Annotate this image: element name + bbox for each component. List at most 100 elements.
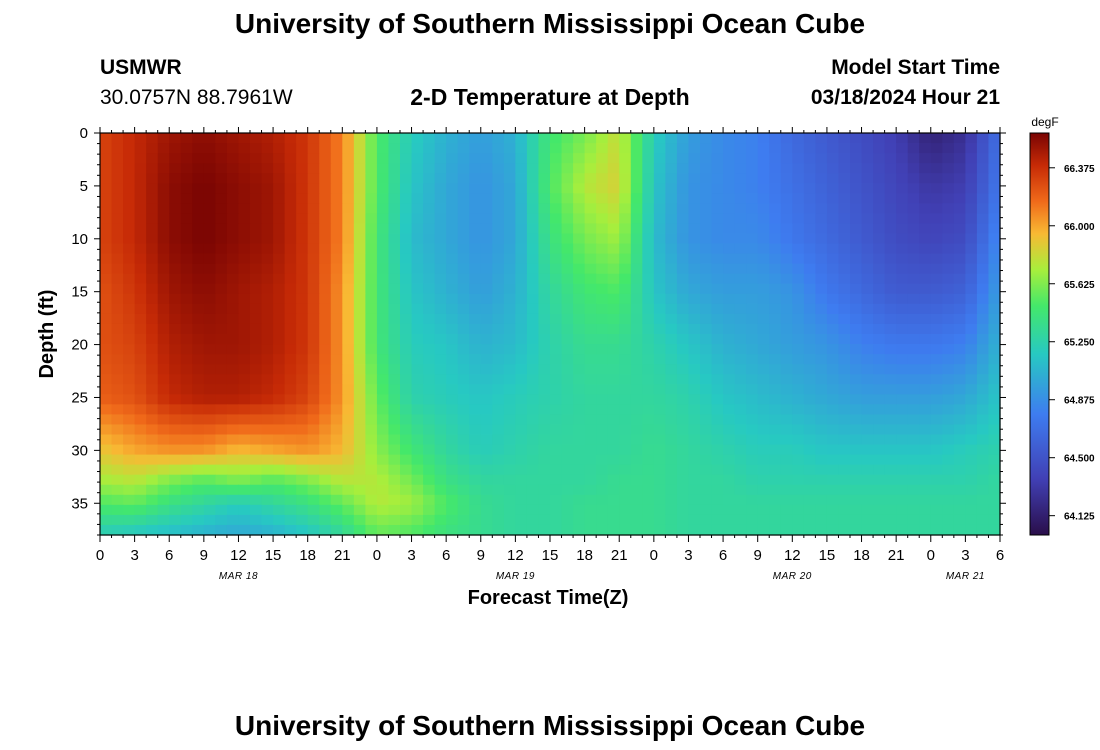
heatmap-cell <box>469 263 482 275</box>
heatmap-cell <box>538 313 551 325</box>
heatmap-cell <box>423 293 436 305</box>
heatmap-cell <box>711 163 724 174</box>
heatmap-cell <box>365 484 378 496</box>
heatmap-cell <box>261 384 274 395</box>
heatmap-cell <box>284 484 297 496</box>
heatmap-cell <box>561 354 574 365</box>
heatmap-cell <box>180 364 193 375</box>
heatmap-cell <box>123 514 136 526</box>
heatmap-cell <box>400 143 413 154</box>
heatmap-cell <box>734 203 747 214</box>
heatmap-cell <box>619 454 632 466</box>
heatmap-cell <box>561 303 574 315</box>
heatmap-cell <box>838 183 851 194</box>
heatmap-cell <box>284 424 297 436</box>
heatmap-cell <box>896 223 909 235</box>
heatmap-cell <box>850 524 863 536</box>
heatmap-cell <box>803 243 816 255</box>
heatmap-cell <box>907 334 920 345</box>
heatmap-cell <box>884 173 897 184</box>
heatmap-cell <box>261 334 274 345</box>
heatmap-cell <box>388 414 401 426</box>
heatmap-cell <box>434 233 447 245</box>
heatmap-cell <box>353 374 366 385</box>
heatmap-cell <box>676 243 690 255</box>
heatmap-cell <box>319 303 332 315</box>
heatmap-cell <box>803 273 816 285</box>
y-tick-label: 20 <box>71 337 88 354</box>
heatmap-cell <box>711 474 724 486</box>
heatmap-cell <box>457 213 470 225</box>
heatmap-cell <box>573 394 586 405</box>
heatmap-cell <box>734 153 747 164</box>
heatmap-cell <box>942 213 955 225</box>
heatmap-cell <box>723 303 736 315</box>
heatmap-cell <box>573 334 586 345</box>
heatmap-cell <box>873 524 886 536</box>
heatmap-cell <box>584 173 597 184</box>
heatmap-cell <box>446 414 459 426</box>
heatmap-cell <box>584 474 597 486</box>
heatmap-cell <box>146 464 159 476</box>
heatmap-cell <box>757 364 770 375</box>
heatmap-cell <box>561 313 574 325</box>
heatmap-cell <box>538 384 551 395</box>
heatmap-cell <box>803 394 816 405</box>
heatmap-cell <box>238 434 251 446</box>
heatmap-cell <box>734 243 747 255</box>
heatmap-cell <box>619 344 632 355</box>
heatmap-cell <box>919 173 932 184</box>
heatmap-cell <box>423 273 436 285</box>
heatmap-cell <box>561 414 574 426</box>
heatmap-cell <box>942 414 955 426</box>
heatmap-cell <box>976 303 990 315</box>
heatmap-cell <box>446 303 459 315</box>
heatmap-cell <box>284 233 297 245</box>
heatmap-cell <box>469 374 482 385</box>
heatmap-cell <box>365 283 378 295</box>
heatmap-cell <box>688 444 701 456</box>
heatmap-cell <box>480 293 493 305</box>
heatmap-cell <box>169 153 182 164</box>
heatmap-cell <box>700 344 713 355</box>
heatmap-cell <box>642 414 655 426</box>
heatmap-cell <box>284 273 297 285</box>
heatmap-cell <box>607 404 620 415</box>
heatmap-cell <box>123 434 136 446</box>
heatmap-cell <box>873 283 886 295</box>
heatmap-cell <box>284 283 297 295</box>
heatmap-cell <box>250 474 263 486</box>
heatmap-cell <box>884 183 897 194</box>
heatmap-cell <box>284 213 297 225</box>
heatmap-cell <box>146 394 159 405</box>
heatmap-cell <box>688 334 701 345</box>
heatmap-cell <box>434 394 447 405</box>
heatmap-cell <box>480 243 493 255</box>
heatmap-cell <box>907 143 920 154</box>
heatmap-cell <box>376 183 390 194</box>
heatmap-cell <box>561 243 574 255</box>
heatmap-cell <box>238 213 251 225</box>
heatmap-cell <box>434 454 447 466</box>
heatmap-cell <box>296 334 309 345</box>
heatmap-cell <box>953 434 966 446</box>
heatmap-cell <box>388 524 401 536</box>
heatmap-cell <box>953 474 966 486</box>
heatmap-cell <box>653 303 666 315</box>
heatmap-cell <box>676 263 690 275</box>
heatmap-cell <box>273 233 286 245</box>
heatmap-cell <box>192 203 205 214</box>
heatmap-cell <box>169 163 182 174</box>
heatmap-cell <box>169 323 182 335</box>
heatmap-cell <box>238 253 251 265</box>
heatmap-cell <box>388 143 401 154</box>
heatmap-cell <box>411 344 424 355</box>
heatmap-cell <box>365 434 378 446</box>
heatmap-cell <box>803 404 816 415</box>
heatmap-cell <box>480 133 493 144</box>
heatmap-cell <box>550 384 563 395</box>
heatmap-cell <box>411 203 424 214</box>
heatmap-cell <box>769 434 782 446</box>
heatmap-cell <box>826 374 840 385</box>
heatmap-cell <box>192 303 205 315</box>
